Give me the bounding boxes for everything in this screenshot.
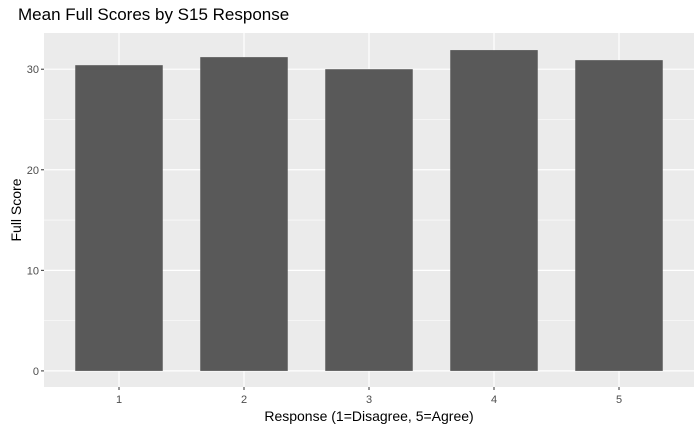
chart-title: Mean Full Scores by S15 Response xyxy=(18,5,290,24)
y-tick-label: 10 xyxy=(27,265,39,277)
x-tick-label: 4 xyxy=(491,394,497,406)
x-tick-label: 2 xyxy=(241,394,247,406)
y-tick-label: 0 xyxy=(33,366,39,378)
bars xyxy=(75,50,663,371)
y-tick-label: 30 xyxy=(27,64,39,76)
bar xyxy=(450,50,538,371)
bar xyxy=(575,60,663,371)
bar xyxy=(75,65,163,371)
x-axis-title: Response (1=Disagree, 5=Agree) xyxy=(264,408,474,424)
bar xyxy=(325,69,413,371)
y-axis-title: Full Score xyxy=(8,178,24,242)
bar xyxy=(200,57,288,371)
x-tick-label: 5 xyxy=(616,394,622,406)
y-axis: 0 10 20 30 xyxy=(27,64,44,378)
x-axis: 1 2 3 4 5 xyxy=(116,387,622,406)
y-tick-label: 20 xyxy=(27,165,39,177)
x-tick-label: 1 xyxy=(116,394,122,406)
x-tick-label: 3 xyxy=(366,394,372,406)
